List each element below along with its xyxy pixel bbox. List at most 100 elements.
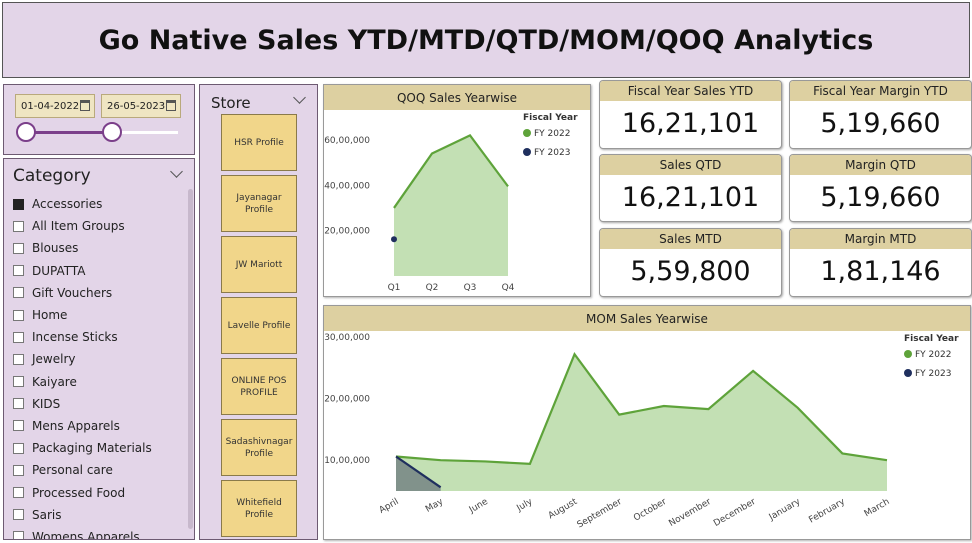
kpi-label: Fiscal Year Sales YTD [600, 81, 781, 101]
kpi-value: 16,21,101 [621, 108, 760, 139]
checkbox[interactable] [13, 509, 24, 521]
store-tile[interactable]: Sadashivnagar Profile [221, 419, 297, 476]
checkbox[interactable] [13, 487, 24, 499]
store-tile-label: Jayanagar Profile [236, 192, 282, 215]
category-item[interactable]: Accessories [13, 193, 185, 215]
kpi-margin-ytd: Fiscal Year Margin YTD 5,19,660 [789, 80, 972, 149]
category-item[interactable]: Mens Apparels [13, 415, 185, 437]
x-tick-label: May [424, 497, 446, 515]
checkbox[interactable] [13, 376, 24, 388]
store-tile-label: Sadashivnagar Profile [225, 436, 293, 459]
category-item-label: Processed Food [32, 485, 126, 500]
series-point-fy-2023 [391, 236, 397, 243]
date-slider-end-handle[interactable] [101, 122, 122, 142]
category-item[interactable]: All Item Groups [13, 215, 185, 237]
category-item[interactable]: Womens Apparels [13, 526, 185, 539]
kpi-value: 1,81,146 [820, 256, 941, 287]
kpi-label: Fiscal Year Margin YTD [790, 81, 971, 101]
category-item-label: Home [32, 308, 68, 323]
legend-entry: FY 2022 [915, 350, 951, 360]
calendar-icon[interactable] [166, 100, 176, 111]
y-tick-label: 20,00,000 [324, 395, 370, 405]
title-bar: Go Native Sales YTD/MTD/QTD/MOM/QOQ Anal… [2, 2, 970, 78]
category-item[interactable]: Saris [13, 504, 185, 526]
legend-entry: FY 2023 [915, 369, 951, 379]
x-tick-label: April [378, 497, 401, 516]
mom-chart-title: MOM Sales Yearwise [324, 306, 970, 331]
store-tile-label: JW Mariott [235, 259, 283, 270]
category-item-label: Jewelry [32, 352, 76, 367]
checkbox[interactable] [13, 220, 24, 232]
qoq-chart-plot: 20,00,000 40,00,000 60,00,000 Q1 Q2 Q3 Q4 Fisca… [324, 113, 578, 293]
kpi-margin-qtd: Margin QTD 5,19,660 [789, 154, 972, 222]
store-tile[interactable]: JW Mariott [221, 236, 297, 293]
store-title: Store [211, 94, 251, 112]
x-tick-label: August [547, 497, 580, 522]
x-tick-label: March [863, 497, 892, 519]
legend-marker [904, 350, 912, 358]
category-item[interactable]: KIDS [13, 393, 185, 415]
checkbox[interactable] [13, 309, 24, 321]
kpi-label: Sales MTD [600, 229, 781, 249]
store-tile[interactable]: Whitefield Profile [221, 480, 297, 537]
chevron-down-icon[interactable] [170, 165, 183, 178]
x-tick-label: Q4 [502, 283, 515, 293]
kpi-label: Margin QTD [790, 155, 971, 175]
category-scrollbar[interactable] [188, 189, 193, 529]
date-slider-start-handle[interactable] [16, 122, 36, 142]
category-item-label: All Item Groups [32, 219, 125, 234]
category-item[interactable]: Gift Vouchers [13, 282, 185, 304]
checkbox[interactable] [13, 420, 24, 432]
category-item[interactable]: Incense Sticks [13, 326, 185, 348]
start-date-input[interactable]: 01-04-2022 [15, 94, 95, 118]
checkbox[interactable] [13, 442, 24, 454]
calendar-icon[interactable] [80, 100, 90, 111]
x-tick-label: Q3 [464, 283, 477, 293]
y-tick-label: 30,00,000 [324, 333, 370, 343]
category-list: Accessories All Item Groups Blouses DUPATTA… [13, 193, 185, 539]
store-tile-label: ONLINE POS PROFILE [231, 375, 287, 398]
x-tick-label: June [467, 497, 490, 516]
qoq-chart-title: QOQ Sales Yearwise [324, 85, 590, 110]
legend-title: Fiscal Year [904, 334, 959, 344]
chevron-down-icon[interactable] [293, 91, 306, 104]
series-area-fy-2022 [394, 135, 508, 276]
category-item[interactable]: DUPATTA [13, 260, 185, 282]
checkbox[interactable] [13, 242, 24, 254]
series-line-fy-2022 [395, 352, 888, 466]
store-tile[interactable]: Jayanagar Profile [221, 175, 297, 232]
checkbox[interactable] [13, 398, 24, 410]
store-slicer: Store HSR Profile Jayanagar Profile JW Mar… [199, 84, 318, 540]
checkbox[interactable] [13, 331, 24, 343]
mom-sales-chart: MOM Sales Yearwise 10,00,000 20,00,000 30,… [323, 305, 971, 540]
category-item[interactable]: Processed Food [13, 481, 185, 503]
checkbox[interactable] [13, 287, 24, 299]
category-item[interactable]: Blouses [13, 237, 185, 259]
checkbox[interactable] [13, 265, 24, 277]
checkbox[interactable] [13, 353, 24, 365]
store-tile[interactable]: HSR Profile [221, 114, 297, 171]
category-item-label: Incense Sticks [32, 330, 118, 345]
category-item[interactable]: Personal care [13, 459, 185, 481]
x-tick-label: Q1 [388, 283, 401, 293]
legend-title: Fiscal Year [523, 113, 578, 123]
checkbox[interactable] [13, 198, 24, 210]
mom-chart-plot: 10,00,000 20,00,000 30,00,000 April May June J… [324, 333, 959, 530]
category-item-label: Blouses [32, 241, 79, 256]
end-date-value: 26-05-2023 [107, 100, 166, 112]
category-item[interactable]: Kaiyare [13, 371, 185, 393]
y-tick-label: 10,00,000 [324, 456, 370, 466]
checkbox[interactable] [13, 531, 24, 539]
category-item[interactable]: Packaging Materials [13, 437, 185, 459]
category-item[interactable]: Home [13, 304, 185, 326]
checkbox[interactable] [13, 464, 24, 476]
legend-marker [523, 148, 531, 156]
kpi-sales-qtd: Sales QTD 16,21,101 [599, 154, 782, 222]
category-item[interactable]: Jewelry [13, 348, 185, 370]
start-date-value: 01-04-2022 [21, 100, 80, 112]
end-date-input[interactable]: 26-05-2023 [101, 94, 181, 118]
store-tile[interactable]: ONLINE POS PROFILE [221, 358, 297, 415]
kpi-sales-mtd: Sales MTD 5,59,800 [599, 228, 782, 297]
store-tile[interactable]: Lavelle Profile [221, 297, 297, 354]
store-tile-label: HSR Profile [234, 137, 284, 148]
